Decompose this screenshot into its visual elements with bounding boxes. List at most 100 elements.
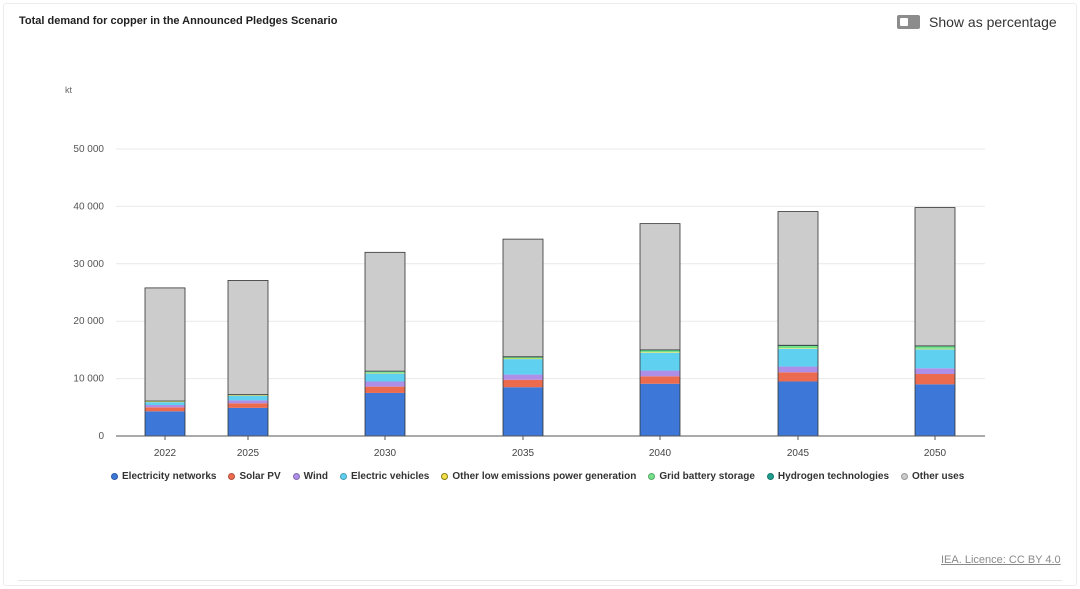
legend-item[interactable]: Wind [292,471,328,482]
bar-segment[interactable] [365,371,405,373]
bar-segment[interactable] [503,357,543,359]
bar-segment[interactable] [640,223,680,350]
legend-swatch [766,473,774,480]
legend-label: Other low emissions power generation [452,471,637,482]
bar-segment[interactable] [640,383,680,436]
bar-segment[interactable] [503,379,543,388]
bar-stack-2035[interactable] [502,238,544,437]
source-link[interactable]: IEA. Licence: CC BY 4.0 [941,554,1061,566]
bar-segment[interactable] [915,374,955,385]
legend-item[interactable]: Hydrogen technologies [766,471,890,482]
bar-segment[interactable] [778,366,818,373]
legend-label: Other uses [912,471,965,482]
bar-segment[interactable] [915,348,955,350]
bar-stack-2040[interactable] [639,223,681,437]
bar-segment[interactable] [228,280,268,395]
legend-swatch [648,473,656,480]
bar-segment[interactable] [915,346,955,349]
legend-item[interactable]: Other low emissions power generation [441,471,636,482]
bar-stack-2025[interactable] [227,280,269,437]
toggle-knob [900,18,908,26]
bar-segment[interactable] [228,395,268,396]
bar-segment[interactable] [640,370,680,377]
bar-segment[interactable] [145,405,185,408]
legend-item[interactable]: Solar PV [228,471,281,482]
bar-segment[interactable] [365,386,405,393]
x-tick-label: 2025 [237,448,260,459]
legend-item[interactable]: Electricity networks [111,471,216,482]
legend-label: Hydrogen technologies [777,471,890,482]
bar-segment[interactable] [915,384,955,436]
bar-segment[interactable] [365,381,405,387]
percentage-toggle[interactable]: Show as percentage [897,14,1057,30]
bar-segment[interactable] [503,239,543,357]
y-tick-label: 20 000 [73,316,104,327]
y-tick-labels: 0 10 000 20 000 30 000 40 000 50 000 [73,144,104,442]
bar-segment[interactable] [228,403,268,408]
bar-stack-2022[interactable] [144,287,186,437]
y-tick-label: 10 000 [73,374,104,385]
divider [18,580,1062,581]
legend-swatch [292,473,300,480]
legend-swatch [441,473,449,480]
legend-item[interactable]: Electric vehicles [339,471,430,482]
legend-swatch [111,473,118,480]
bar-segment[interactable] [778,348,818,367]
bar-segment[interactable] [365,252,405,372]
legend-swatch [228,473,236,480]
x-tick-label: 2040 [649,448,672,459]
chart-title: Total demand for copper in the Announced… [19,15,338,27]
bar-segment[interactable] [228,407,268,436]
y-tick-label: 40 000 [73,201,104,212]
bar-segment[interactable] [228,400,268,404]
bar-segment[interactable] [503,359,543,375]
bar-segment[interactable] [778,345,818,349]
bar-segment[interactable] [145,287,185,401]
bar-segment[interactable] [228,395,268,401]
bar-segment[interactable] [915,368,955,375]
y-unit-label: kt [65,85,73,95]
bar-segment[interactable] [503,387,543,436]
legend-label: Electric vehicles [350,471,430,482]
y-tick-label: 0 [98,431,104,442]
bar-segment[interactable] [640,352,680,371]
bar-segment[interactable] [640,350,680,353]
bar-segment[interactable] [640,352,680,353]
bar-segment[interactable] [145,411,185,436]
legend-label: Wind [303,471,328,482]
legend-swatch [901,473,909,480]
bar-stack-2045[interactable] [777,211,819,437]
x-tick-label: 2022 [154,448,177,459]
x-tick-labels: 2022 2025 2030 2035 2040 2045 2050 [154,436,947,459]
bar-segment[interactable] [915,349,955,369]
legend: Electricity networks Solar PV Wind Electric… [111,471,964,482]
legend-label: Grid battery storage [659,471,755,482]
bar-segment[interactable] [778,381,818,436]
legend-label: Electricity networks [122,471,217,482]
bar-segment[interactable] [915,207,955,346]
bar-segment[interactable] [778,348,818,349]
bar-segment[interactable] [778,211,818,346]
bar-stack-2030[interactable] [364,251,406,437]
bar-segment[interactable] [503,358,543,360]
bars [144,207,956,437]
legend-item[interactable]: Other uses [901,471,964,482]
bar-segment[interactable] [365,372,405,374]
y-tick-label: 50 000 [73,144,104,155]
bar-segment[interactable] [503,374,543,380]
bar-segment[interactable] [640,376,680,384]
bar-segment[interactable] [145,401,185,403]
bar-segment[interactable] [365,392,405,436]
bar-segment[interactable] [145,402,185,406]
x-tick-label: 2035 [512,448,535,459]
bar-segment[interactable] [365,373,405,382]
bar-segment[interactable] [778,372,818,382]
x-tick-label: 2050 [924,448,947,459]
legend-item[interactable]: Grid battery storage [648,471,755,482]
legend-swatch [339,473,347,480]
toggle-label: Show as percentage [929,14,1057,30]
bar-segment[interactable] [145,407,185,412]
toggle-switch[interactable] [897,15,920,29]
bar-stack-2050[interactable] [914,207,956,437]
